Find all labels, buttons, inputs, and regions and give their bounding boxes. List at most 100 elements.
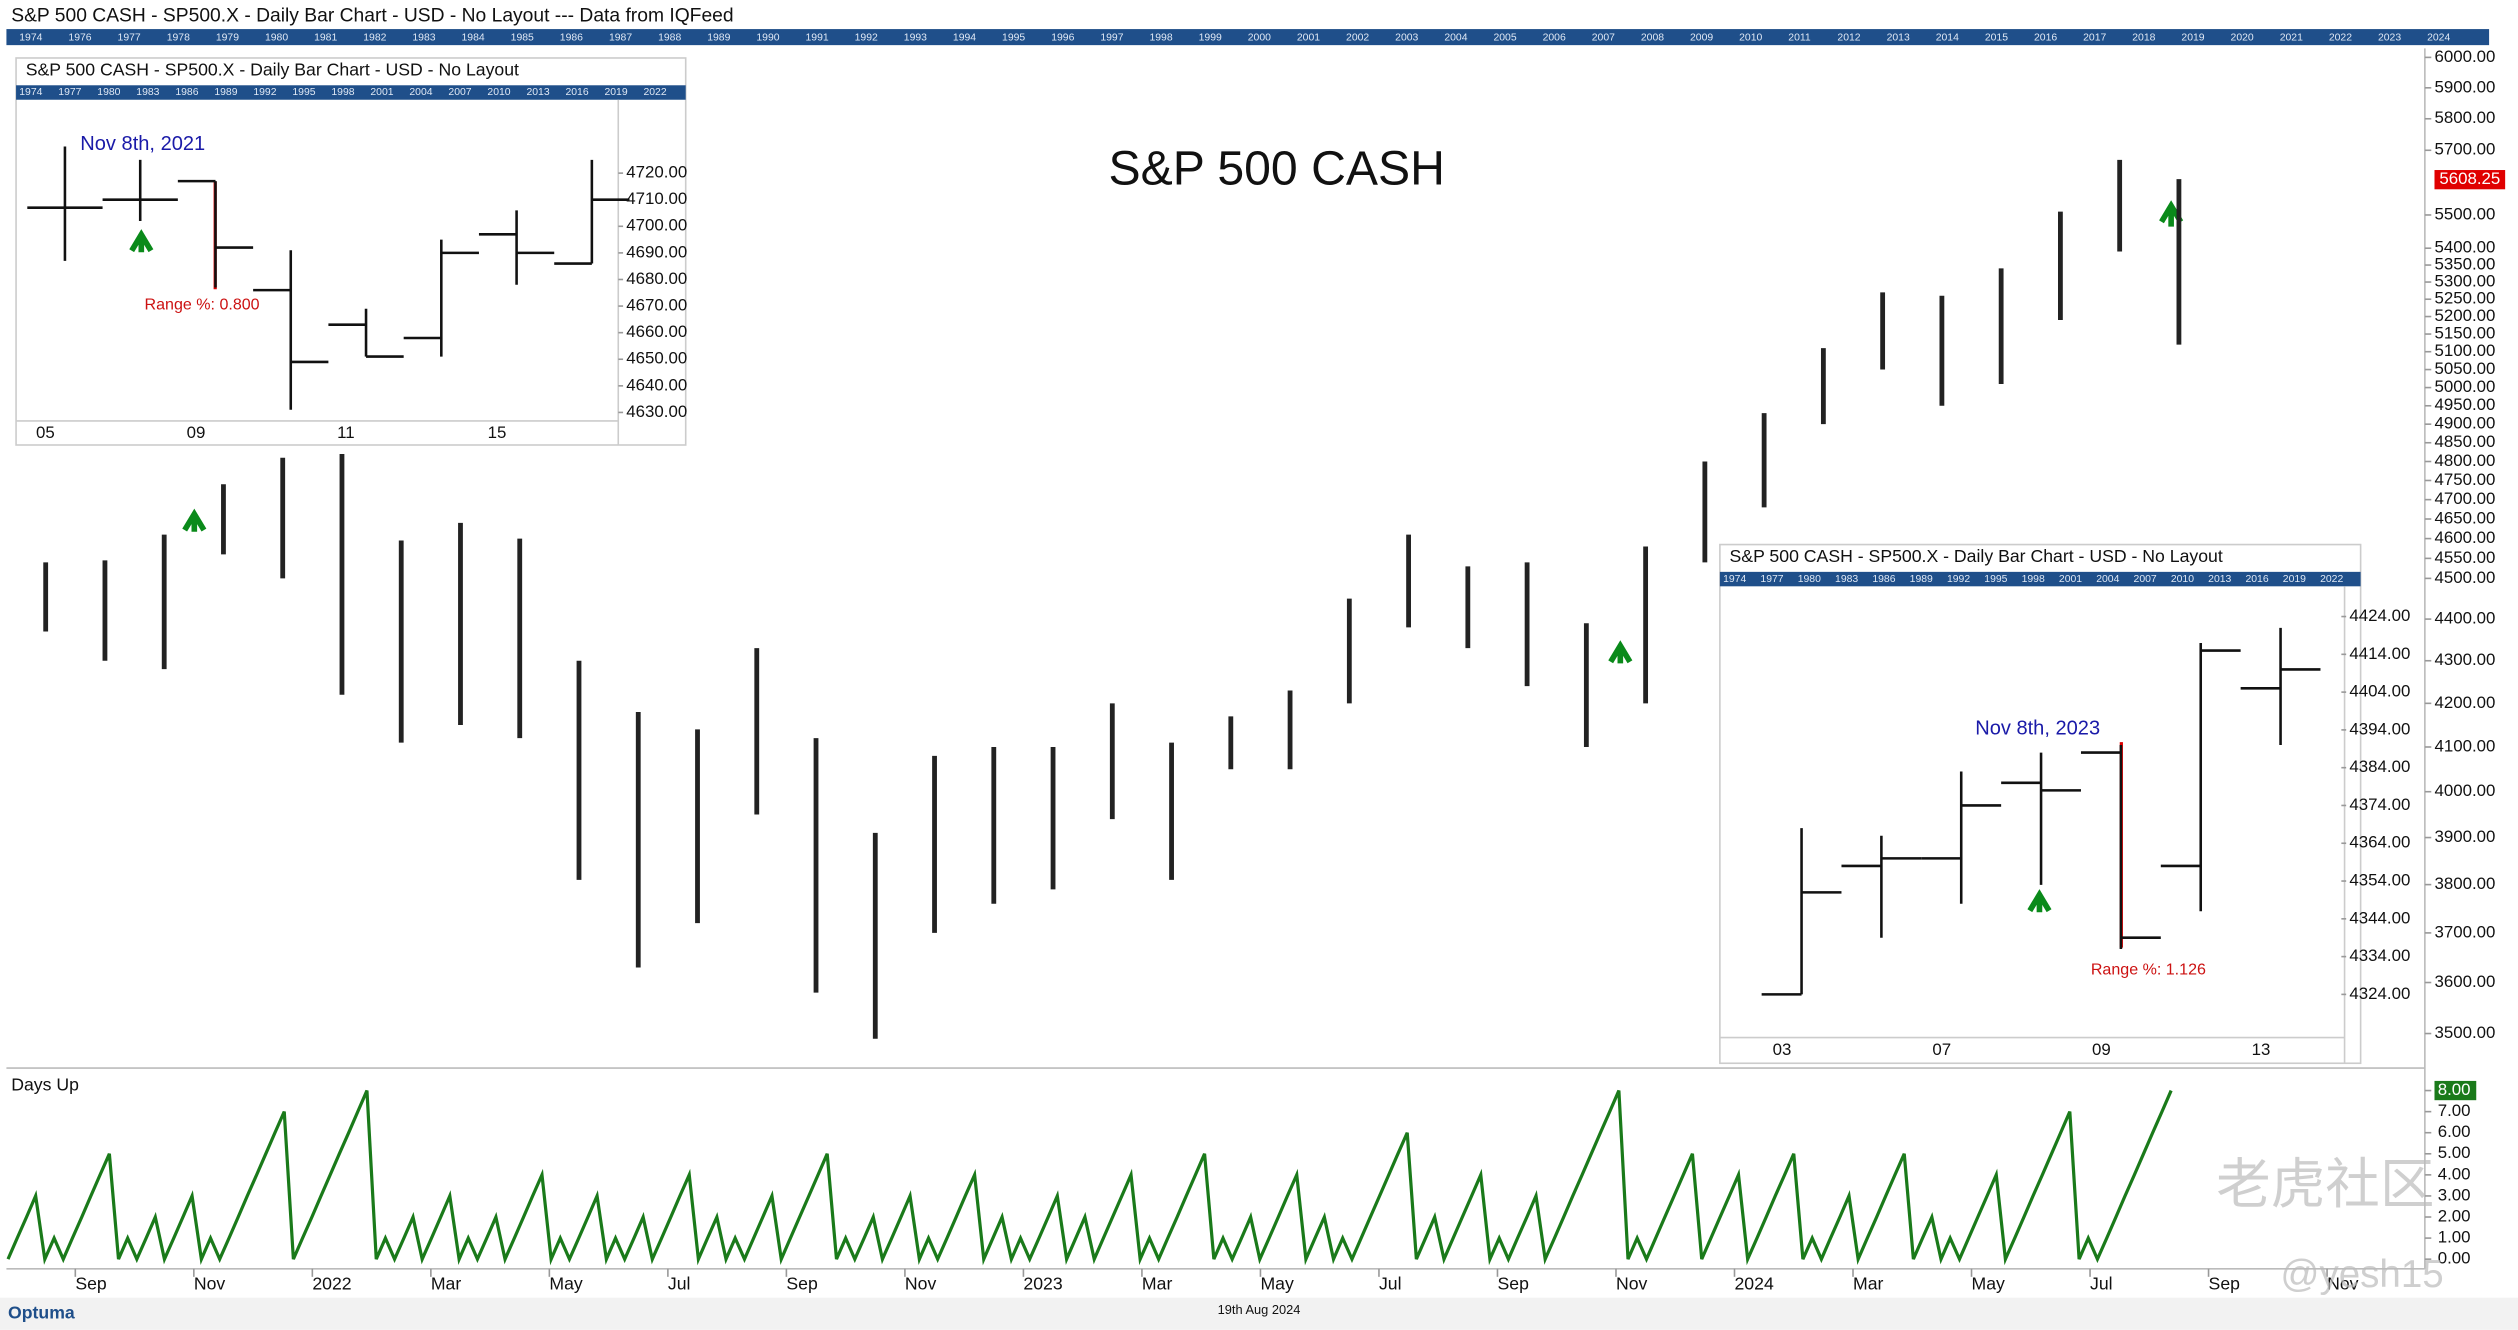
watermark: 老虎社区 xyxy=(2216,1154,2434,1215)
y-tick-label: 4300.00 xyxy=(2434,650,2495,669)
y-tick-box xyxy=(2434,1080,2477,1101)
y-tick-label: 4100.00 xyxy=(2434,736,2495,755)
x-tick-label: Jul xyxy=(2090,1274,2113,1294)
x-tick-label: Nov xyxy=(1616,1274,1648,1294)
timeline-year: 1995 xyxy=(292,87,315,98)
timeline-year: 2012 xyxy=(1837,33,1860,44)
timeline-year: 1991 xyxy=(806,33,829,44)
timeline-year: 2004 xyxy=(2096,574,2119,585)
timeline-year: 2020 xyxy=(2231,33,2254,44)
timeline-year: 1974 xyxy=(19,87,42,98)
x-tick-label: Nov xyxy=(2327,1274,2359,1294)
timeline-year: 2022 xyxy=(643,87,666,98)
timeline-year: 1994 xyxy=(953,33,976,44)
x-tick-label: May xyxy=(1972,1274,2006,1294)
inset-frame xyxy=(15,57,687,446)
y-tick-label: 4344.00 xyxy=(2349,908,2410,927)
timeline-year: 1976 xyxy=(68,33,91,44)
x-tick-label: 2022 xyxy=(312,1274,351,1294)
y-tick-label: 4700.00 xyxy=(626,216,687,235)
timeline-year: 2005 xyxy=(1493,33,1516,44)
y-tick-label: 4200.00 xyxy=(2434,693,2495,712)
y-tick-label: 5900.00 xyxy=(2434,77,2495,96)
y-tick-label: 2.00 xyxy=(2438,1206,2471,1225)
y-tick-label: 4334.00 xyxy=(2349,946,2410,965)
y-tick-label: 6.00 xyxy=(2438,1122,2471,1141)
timeline-year: 1986 xyxy=(560,33,583,44)
y-tick-label: 4384.00 xyxy=(2349,757,2410,776)
y-tick-label: 4000.00 xyxy=(2434,781,2495,800)
timeline-year: 2019 xyxy=(2283,574,2306,585)
y-tick-label: 4500.00 xyxy=(2434,568,2495,587)
timeline-strip xyxy=(16,85,686,100)
timeline-year: 1992 xyxy=(1947,574,1970,585)
timeline-year: 2021 xyxy=(2280,33,2303,44)
x-tick-label: Jul xyxy=(1379,1274,1402,1294)
timeline-year: 1997 xyxy=(1100,33,1123,44)
x-tick-label: 11 xyxy=(337,423,355,442)
inset-panel: S&P 500 CASH - SP500.X - Daily Bar Chart… xyxy=(1719,543,2410,1065)
y-tick-label: 4550.00 xyxy=(2434,548,2495,567)
x-tick-label: Mar xyxy=(431,1274,462,1294)
y-tick-label: 4670.00 xyxy=(626,296,687,315)
timeline-year: 1985 xyxy=(511,33,534,44)
timeline-year: 1989 xyxy=(1910,574,1933,585)
x-tick-label: Mar xyxy=(1142,1274,1173,1294)
timeline-year: 1974 xyxy=(19,33,42,44)
y-tick-label: 4690.00 xyxy=(626,242,687,261)
y-tick-label: 4630.00 xyxy=(626,402,687,421)
timeline-year: 1984 xyxy=(462,33,485,44)
timeline-year: 1977 xyxy=(118,33,141,44)
y-tick-label: 5700.00 xyxy=(2434,140,2495,159)
x-tick-label: Mar xyxy=(1853,1274,1884,1294)
inset-panel: S&P 500 CASH - SP500.X - Daily Bar Chart… xyxy=(15,57,687,446)
timeline-year: 2008 xyxy=(1641,33,1664,44)
inset-title: S&P 500 CASH - SP500.X - Daily Bar Chart… xyxy=(26,60,519,80)
timeline-year: 2014 xyxy=(1936,33,1959,44)
y-tick-label: 4720.00 xyxy=(626,163,687,182)
y-tick-label: 4400.00 xyxy=(2434,609,2495,628)
y-tick-label: 4710.00 xyxy=(626,189,687,208)
y-tick-label: 4750.00 xyxy=(2434,470,2495,489)
timeline-year: 2023 xyxy=(2378,33,2401,44)
timeline-year: 1979 xyxy=(216,33,239,44)
x-tick-label: 15 xyxy=(488,423,507,442)
y-tick-label: 4650.00 xyxy=(2434,508,2495,527)
timeline-year: 2016 xyxy=(565,87,588,98)
y-tick-label: 4404.00 xyxy=(2349,682,2410,701)
timeline-year: 2001 xyxy=(2059,574,2082,585)
y-tick-label: 5350.00 xyxy=(2434,254,2495,273)
timeline-year: 2007 xyxy=(448,87,471,98)
y-tick-label: 4364.00 xyxy=(2349,833,2410,852)
y-tick-label: 5800.00 xyxy=(2434,108,2495,127)
x-tick-label: Jul xyxy=(668,1274,691,1294)
timeline-year: 1988 xyxy=(658,33,681,44)
arrow-icon xyxy=(2027,889,2052,913)
y-tick-label: 5400.00 xyxy=(2434,238,2495,257)
x-tick-label: Nov xyxy=(905,1274,937,1294)
y-tick-label: 4414.00 xyxy=(2349,644,2410,663)
y-tick-label: 4680.00 xyxy=(626,269,687,288)
inset-title: S&P 500 CASH - SP500.X - Daily Bar Chart… xyxy=(1730,546,2223,566)
x-tick-label: 2023 xyxy=(1023,1274,1062,1294)
timeline-year: 2013 xyxy=(526,87,549,98)
y-tick-label: 5250.00 xyxy=(2434,289,2495,308)
timeline-year: 1998 xyxy=(2022,574,2045,585)
y-tick-label: 3800.00 xyxy=(2434,874,2495,893)
timeline-year: 2010 xyxy=(2171,574,2194,585)
x-tick-label: May xyxy=(1260,1274,1294,1294)
timeline-year: 1974 xyxy=(1723,574,1746,585)
timeline-year: 1993 xyxy=(904,33,927,44)
arrow-icon xyxy=(1608,640,1633,664)
timeline-year: 1978 xyxy=(167,33,190,44)
timeline-year: 2018 xyxy=(2132,33,2155,44)
y-tick-label: 8.00 xyxy=(2438,1080,2471,1099)
y-tick-label: 7.00 xyxy=(2438,1101,2471,1120)
y-tick-label: 3900.00 xyxy=(2434,827,2495,846)
timeline-year: 1981 xyxy=(314,33,337,44)
y-tick-label: 4640.00 xyxy=(626,375,687,394)
timeline-year: 2004 xyxy=(1444,33,1467,44)
timeline-year: 1992 xyxy=(855,33,878,44)
timeline-year: 2022 xyxy=(2320,574,2343,585)
